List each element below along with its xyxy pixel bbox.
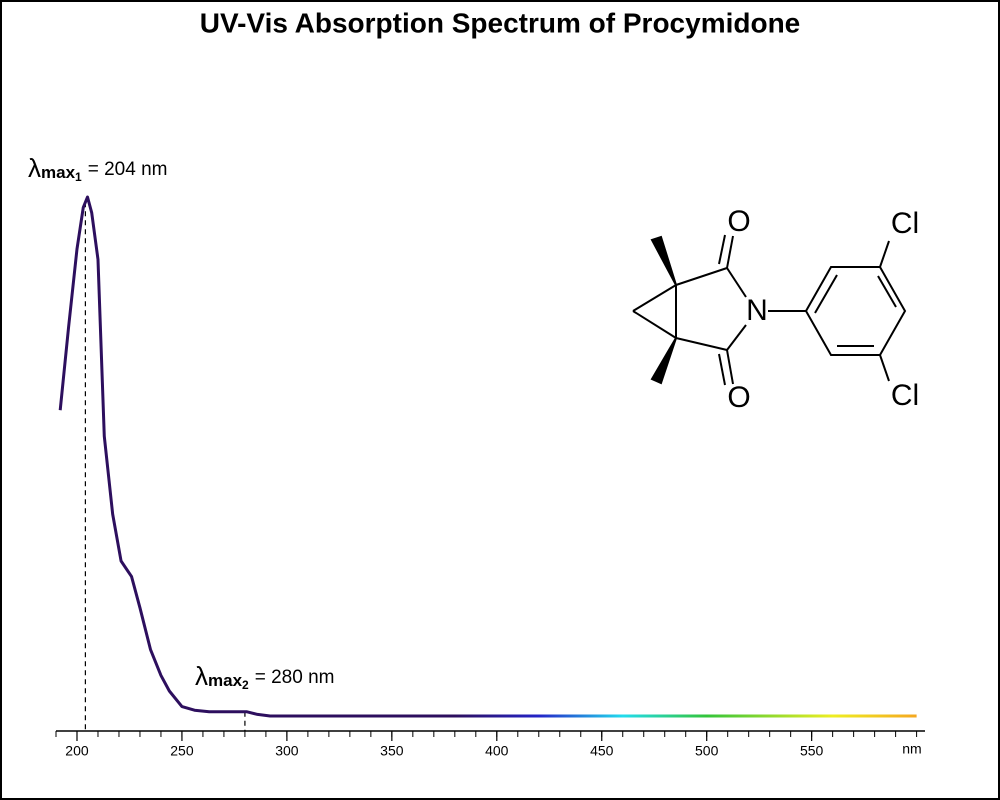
annotation-symbol: λ	[195, 661, 208, 691]
annotation-sub: max	[41, 163, 76, 182]
x-tick-label: 450	[590, 743, 614, 759]
x-tick-label: 350	[380, 743, 404, 759]
annotation-index: 2	[242, 678, 249, 692]
x-tick-label: 550	[800, 743, 824, 759]
annotation: λmax2 = 280 nm	[195, 661, 334, 692]
annotation-sub: max	[208, 671, 243, 690]
x-tick-label: 250	[170, 743, 194, 759]
x-tick-label: 500	[695, 743, 719, 759]
atom-label: N	[746, 294, 768, 327]
annotation-text: = 280 nm	[255, 667, 335, 688]
annotation: λmax1 = 204 nm	[28, 153, 167, 184]
annotation-index: 1	[75, 170, 82, 184]
atom-label: Cl	[891, 379, 919, 412]
structure: O N Cl O Cl	[632, 205, 919, 414]
spectrum-line	[58, 195, 917, 718]
atom-label: O	[727, 205, 750, 238]
x-tick-label: 300	[275, 743, 299, 759]
chart-title: UV-Vis Absorption Spectrum of Procymidon…	[200, 7, 801, 38]
x-tick-label: 400	[485, 743, 509, 759]
annotation-symbol: λ	[28, 153, 41, 183]
x-axis-label: nm	[902, 741, 921, 757]
atom-label: O	[727, 381, 750, 414]
annotation-text: = 204 nm	[88, 159, 168, 180]
x-tick-label: 200	[65, 743, 89, 759]
atom-label: Cl	[891, 207, 919, 240]
